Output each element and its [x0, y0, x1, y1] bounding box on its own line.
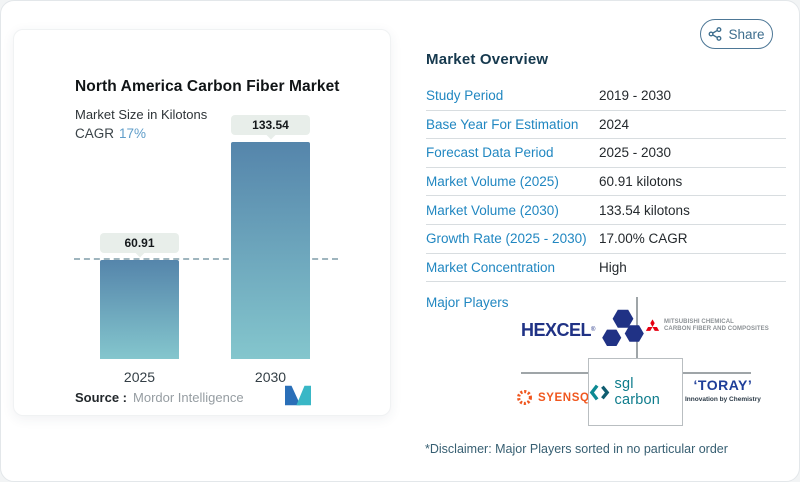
row-label: Market Concentration: [426, 259, 556, 275]
x-axis-label-2030: 2030: [254, 369, 287, 385]
chart-title: North America Carbon Fiber Market: [75, 78, 340, 95]
row-value: 2019 - 2030: [599, 88, 672, 104]
row-value: 2024: [599, 116, 630, 132]
row-label: Market Volume (2025): [426, 174, 559, 190]
table-row: Market Concentration High: [426, 254, 786, 283]
market-overview-panel: Share Market Overview Study Period 2019 …: [401, 1, 799, 481]
share-button[interactable]: Share: [700, 19, 773, 49]
reference-dashed-line: [74, 258, 338, 260]
row-value: 17.00% CAGR: [599, 231, 688, 247]
table-row: Base Year For Estimation 2024: [426, 111, 786, 140]
hexcel-hexagons-icon: [602, 309, 645, 347]
source-row: Source : Mordor Intelligence: [75, 390, 244, 405]
mitsubishi-diamonds-icon: [645, 319, 660, 331]
bar-2025: 60.91 2025: [100, 233, 179, 385]
row-value: High: [599, 259, 627, 275]
hexcel-registered-mark: ®: [591, 327, 596, 333]
bar-chart-plot: 60.91 2025 133.54 2030: [74, 115, 338, 385]
toray-logo: ‘TORAY’ Innovation by Chemistry: [685, 377, 761, 403]
bar-2030: 133.54 2030: [231, 115, 310, 385]
row-label: Forecast Data Period: [426, 145, 554, 161]
chart-subtitle: Market Size in Kilotons: [75, 107, 208, 122]
bar-2025-fill: [100, 260, 179, 359]
x-axis-label-2025: 2025: [123, 369, 156, 385]
table-row: Growth Rate (2025 - 2030) 17.00% CAGR: [426, 225, 786, 254]
toray-tagline: Innovation by Chemistry: [685, 396, 761, 403]
bar-2030-value-label: 133.54: [231, 115, 310, 135]
row-label: Base Year For Estimation: [426, 116, 579, 132]
mitsubishi-logo-text-line2: CARBON FIBER AND COMPOSITES: [664, 326, 769, 332]
table-row: Market Volume (2025) 60.91 kilotons: [426, 168, 786, 197]
sgl-carbon-logo: sgl carbon: [588, 358, 683, 426]
source-label: Source :: [75, 390, 128, 405]
disclaimer-text: *Disclaimer: Major Players sorted in no …: [425, 442, 728, 456]
row-value: 2025 - 2030: [599, 145, 672, 161]
row-label: Growth Rate (2025 - 2030): [426, 231, 587, 247]
table-row: Forecast Data Period 2025 - 2030: [426, 139, 786, 168]
source-value: Mordor Intelligence: [133, 390, 244, 405]
syensqo-logo: SYENSQO: [515, 388, 599, 407]
row-label: Study Period: [426, 88, 504, 104]
sgl-carbon-logo-text: sgl carbon: [614, 376, 661, 408]
sgl-carbon-chevrons-icon: [589, 384, 610, 400]
syensqo-sunburst-icon: [517, 390, 532, 405]
mitsubishi-logo-text-line1: MITSUBISHI CHEMICAL: [664, 319, 734, 325]
mordor-intelligence-logo-icon: [285, 385, 311, 406]
toray-logo-text: ‘TORAY’: [693, 377, 753, 393]
mitsubishi-chemical-logo: MITSUBISHI CHEMICAL CARBON FIBER AND COM…: [644, 318, 769, 333]
bar-2030-fill: [231, 142, 310, 359]
overview-heading: Market Overview: [426, 51, 549, 68]
cagr-label: CAGR: [75, 126, 115, 141]
hexcel-logo-text: HEXCEL: [521, 319, 592, 340]
share-button-label: Share: [728, 26, 765, 42]
overview-table: Study Period 2019 - 2030 Base Year For E…: [426, 82, 786, 283]
share-icon: [709, 27, 722, 41]
row-label: Market Volume (2030): [426, 202, 559, 218]
major-players-label: Major Players: [426, 295, 509, 310]
row-value: 60.91 kilotons: [599, 174, 683, 190]
cagr-line: CAGR 17%: [75, 126, 146, 141]
syensqo-logo-text: SYENSQO: [538, 391, 600, 404]
bar-2025-value-label: 60.91: [100, 233, 179, 253]
table-row: Study Period 2019 - 2030: [426, 82, 786, 111]
table-row: Market Volume (2030) 133.54 kilotons: [426, 196, 786, 225]
row-value: 133.54 kilotons: [599, 202, 690, 218]
chart-card: North America Carbon Fiber Market Market…: [13, 29, 391, 416]
cagr-value: 17%: [119, 126, 147, 141]
hexcel-logo: HEXCEL ®: [521, 307, 649, 353]
